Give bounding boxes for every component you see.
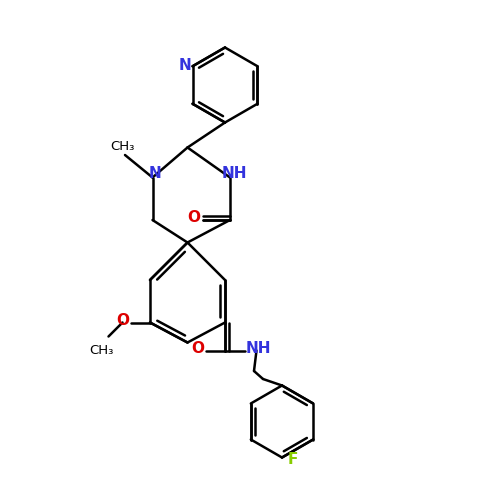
Text: F: F bbox=[288, 452, 298, 466]
Text: O: O bbox=[187, 210, 200, 226]
Text: O: O bbox=[192, 341, 204, 356]
Text: N: N bbox=[178, 58, 192, 72]
Text: CH₃: CH₃ bbox=[110, 140, 134, 152]
Text: CH₃: CH₃ bbox=[89, 344, 113, 357]
Text: NH: NH bbox=[221, 166, 247, 182]
Text: N: N bbox=[148, 166, 162, 182]
Text: O: O bbox=[116, 313, 130, 328]
Text: NH: NH bbox=[245, 341, 271, 356]
